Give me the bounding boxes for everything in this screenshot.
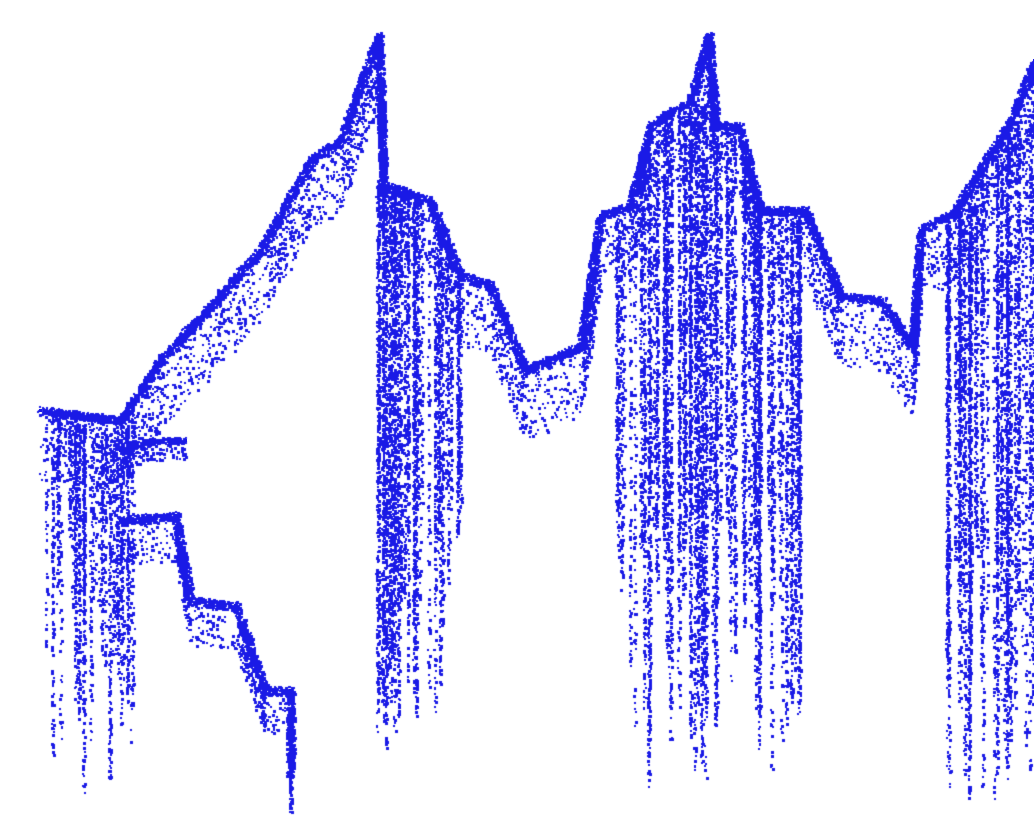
upper-branch-point-1: [149, 439, 152, 442]
ridge-point-10: [459, 274, 462, 277]
ridge-point-12: [524, 369, 527, 372]
ridge-point-1: [119, 419, 122, 422]
ridge-point-19: [707, 34, 710, 37]
ridge-point-24: [839, 294, 842, 297]
ridge-point-29: [1009, 119, 1012, 122]
ridge-point-21: [737, 124, 740, 127]
lower-branch-point-0: [119, 519, 122, 522]
ridge-point-13: [547, 359, 550, 362]
ridge-point-4: [259, 249, 262, 252]
upper-branch-point-0: [119, 449, 122, 452]
lower-branch-point-6: [289, 774, 292, 777]
lower-branch-point-4: [264, 689, 267, 692]
ridge-point-27: [919, 229, 922, 232]
ridge-point-0: [39, 409, 42, 412]
ridge-point-3: [209, 304, 212, 307]
ridge-point-20: [714, 124, 717, 127]
ridge-point-9: [429, 199, 432, 202]
upper-branch-point-2: [184, 439, 187, 442]
ridge-point-17: [649, 124, 652, 127]
ridge-point-28: [954, 209, 957, 212]
ridge-point-16: [629, 204, 632, 207]
ridge-point-15: [599, 214, 602, 217]
ridge-point-18: [689, 99, 692, 102]
ridge-point-5: [309, 159, 312, 162]
ridge-point-22: [759, 209, 762, 212]
lower-branch-point-5: [289, 689, 292, 692]
ridge-point-6: [339, 139, 342, 142]
ridge-point-26: [911, 344, 914, 347]
ridge-point-23: [804, 209, 807, 212]
ridge-point-14: [579, 344, 582, 347]
ridge-point-25: [879, 299, 882, 302]
lower-branch-point-2: [189, 599, 192, 602]
lower-branch-point-3: [234, 604, 237, 607]
ridge-point-8: [382, 184, 385, 187]
ridge-point-11: [489, 284, 492, 287]
lower-branch-point-1: [174, 514, 177, 517]
ridge-point-7: [377, 34, 380, 37]
ridge-point-2: [159, 359, 162, 362]
